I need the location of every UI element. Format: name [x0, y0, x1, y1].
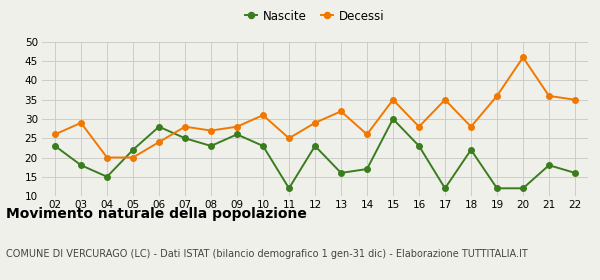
Decessi [103, 156, 110, 159]
Decessi [233, 125, 241, 128]
Nascite [571, 171, 578, 175]
Nascite [364, 167, 371, 171]
Nascite [520, 186, 527, 190]
Decessi [259, 113, 266, 117]
Nascite [52, 144, 59, 148]
Nascite [77, 164, 85, 167]
Nascite [286, 186, 293, 190]
Decessi [311, 121, 319, 125]
Nascite [155, 125, 163, 128]
Nascite [130, 148, 137, 151]
Nascite [233, 133, 241, 136]
Nascite [442, 186, 449, 190]
Line: Decessi: Decessi [52, 55, 578, 160]
Decessi [520, 56, 527, 59]
Decessi [571, 98, 578, 101]
Decessi [337, 109, 344, 113]
Nascite [337, 171, 344, 175]
Nascite [181, 137, 188, 140]
Decessi [130, 156, 137, 159]
Decessi [77, 121, 85, 125]
Decessi [442, 98, 449, 101]
Nascite [389, 117, 397, 121]
Decessi [286, 137, 293, 140]
Decessi [545, 94, 553, 97]
Legend: Nascite, Decessi: Nascite, Decessi [241, 5, 389, 27]
Text: COMUNE DI VERCURAGO (LC) - Dati ISTAT (bilancio demografico 1 gen-31 dic) - Elab: COMUNE DI VERCURAGO (LC) - Dati ISTAT (b… [6, 249, 528, 259]
Decessi [52, 133, 59, 136]
Decessi [208, 129, 215, 132]
Nascite [103, 175, 110, 178]
Decessi [493, 94, 500, 97]
Nascite [467, 148, 475, 151]
Decessi [415, 125, 422, 128]
Decessi [364, 133, 371, 136]
Text: Movimento naturale della popolazione: Movimento naturale della popolazione [6, 207, 307, 221]
Nascite [545, 164, 553, 167]
Nascite [208, 144, 215, 148]
Line: Nascite: Nascite [52, 116, 578, 191]
Decessi [181, 125, 188, 128]
Nascite [259, 144, 266, 148]
Nascite [311, 144, 319, 148]
Decessi [155, 141, 163, 144]
Nascite [493, 186, 500, 190]
Decessi [467, 125, 475, 128]
Nascite [415, 144, 422, 148]
Decessi [389, 98, 397, 101]
